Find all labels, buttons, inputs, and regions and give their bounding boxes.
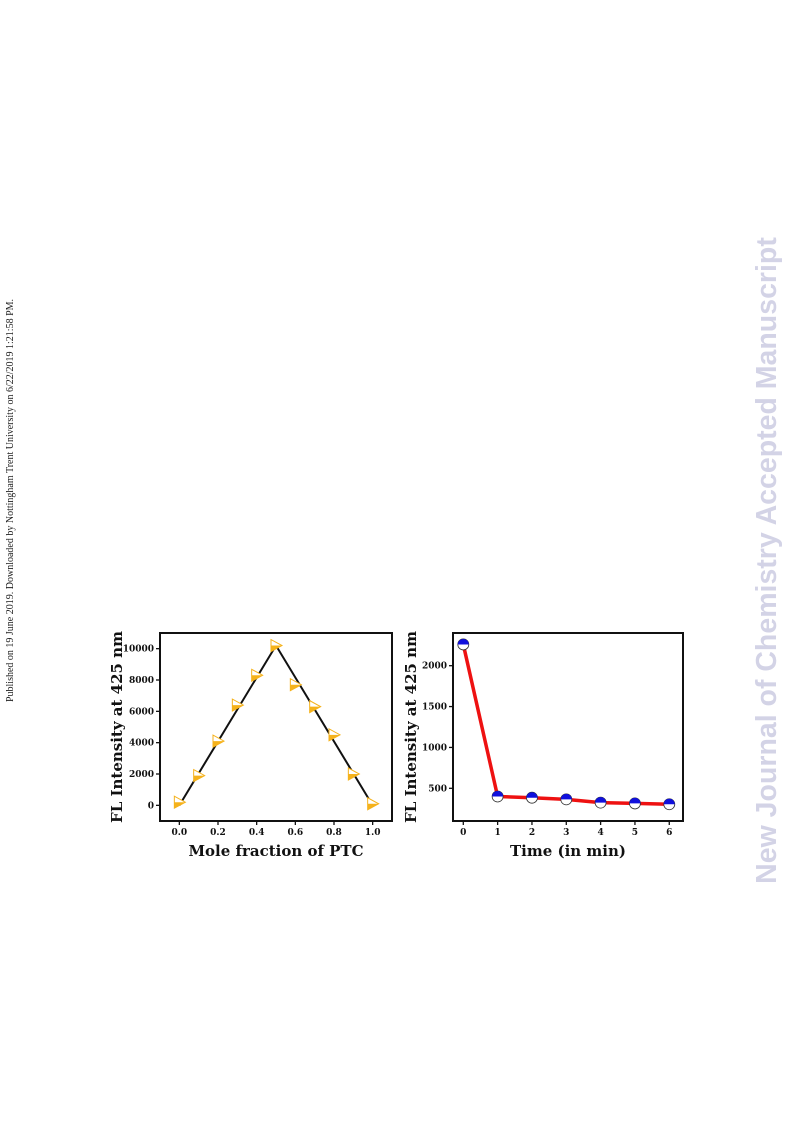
time-point-fill-0 bbox=[457, 638, 469, 645]
job-ytick-label-3: 6000 bbox=[129, 707, 154, 717]
time-point-fill-5 bbox=[629, 797, 641, 804]
journal-watermark: New Journal of Chemistry Accepted Manusc… bbox=[745, 195, 789, 925]
job-plot-svg: 0.0 0.2 0.4 0.6 0.8 1.0 0 2000 4000 6000 8000 10000… bbox=[108, 631, 393, 860]
journal-watermark-text: New Journal of Chemistry Accepted Manusc… bbox=[750, 236, 783, 884]
job-xtick-label-0: 0.0 bbox=[171, 828, 187, 838]
job-fit-line bbox=[178, 643, 374, 806]
job-ytick-label-1: 2000 bbox=[129, 770, 154, 780]
time-xtick-label-0: 0 bbox=[460, 828, 466, 838]
job-point-9 bbox=[347, 767, 361, 781]
job-point-fill-3 bbox=[232, 705, 244, 712]
job-point-0 bbox=[173, 795, 187, 810]
time-xtick-label-1: 1 bbox=[494, 828, 500, 838]
job-point-fill-0 bbox=[174, 802, 186, 809]
job-point-3 bbox=[231, 698, 245, 712]
time-point-fill-3 bbox=[560, 793, 572, 800]
time-xtick-label-4: 4 bbox=[597, 828, 603, 838]
time-point-1 bbox=[491, 790, 504, 803]
job-point-fill-1 bbox=[193, 775, 205, 782]
job-point-4 bbox=[251, 668, 264, 683]
job-ytick-label-5: 10000 bbox=[123, 645, 154, 655]
job-xtick-label-1: 0.2 bbox=[210, 828, 226, 838]
job-point-fill-8 bbox=[329, 734, 340, 741]
time-point-5 bbox=[629, 797, 641, 810]
time-ytick-label-3: 2000 bbox=[422, 662, 447, 672]
time-xtick-label-6: 6 bbox=[666, 828, 672, 838]
job-ytick-label-2: 4000 bbox=[129, 739, 154, 749]
time-point-2 bbox=[526, 791, 538, 804]
job-xtick-label-2: 0.4 bbox=[249, 828, 265, 838]
time-series-line bbox=[461, 644, 670, 806]
job-ytick-label-4: 8000 bbox=[129, 676, 154, 686]
job-xtick-label-3: 0.6 bbox=[287, 828, 303, 838]
job-point-1 bbox=[193, 768, 206, 783]
download-notice: Published on 19 June 2019. Downloaded by… bbox=[4, 280, 18, 720]
job-xlabel: Mole fraction of PTC bbox=[188, 842, 363, 860]
job-point-fill-4 bbox=[251, 675, 263, 682]
time-point-fill-1 bbox=[492, 790, 504, 797]
time-ylabel: FL Intensity at 425 nm bbox=[402, 631, 420, 823]
job-point-fill-5 bbox=[271, 645, 282, 652]
job-plot: 0.0 0.2 0.4 0.6 0.8 1.0 0 2000 4000 6000 8000 10000… bbox=[108, 631, 393, 860]
time-point-4 bbox=[594, 796, 607, 809]
job-ytick-label-0: 0 bbox=[148, 801, 154, 811]
job-point-fill-6 bbox=[290, 684, 302, 691]
job-point-6 bbox=[289, 677, 303, 692]
job-plot-chart: 0.0 0.2 0.4 0.6 0.8 1.0 0 2000 4000 6000 8000 10000… bbox=[100, 624, 400, 860]
job-point-fill-2 bbox=[213, 741, 224, 748]
job-frame bbox=[159, 632, 393, 822]
time-xtick-label-5: 5 bbox=[632, 828, 638, 838]
time-point-fill-4 bbox=[595, 797, 607, 803]
job-point-10 bbox=[367, 796, 380, 811]
job-point-fill-7 bbox=[309, 706, 321, 713]
time-point-3 bbox=[560, 793, 573, 806]
time-response-chart: 0 1 2 3 4 5 6 500 1000 1500 2000 Time (in min) FL In… bbox=[400, 624, 695, 860]
download-notice-text: Published on 19 June 2019. Downloaded by… bbox=[5, 298, 17, 702]
time-point-6 bbox=[663, 798, 676, 811]
job-point-8 bbox=[328, 727, 342, 742]
time-point-fill-6 bbox=[663, 798, 675, 805]
time-ytick-label-2: 1500 bbox=[422, 703, 447, 713]
time-frame bbox=[452, 632, 684, 822]
time-ytick-label-0: 500 bbox=[428, 784, 447, 794]
job-point-fill-10 bbox=[367, 803, 379, 810]
job-point-2 bbox=[212, 734, 226, 748]
job-point-7 bbox=[309, 699, 322, 714]
time-xtick-label-2: 2 bbox=[529, 828, 535, 838]
job-ylabel: FL Intensity at 425 nm bbox=[108, 631, 126, 823]
time-point-fill-2 bbox=[526, 792, 538, 798]
time-xtick-label-3: 3 bbox=[563, 828, 569, 838]
job-xtick-label-5: 1.0 bbox=[365, 828, 381, 838]
time-ytick-label-1: 1000 bbox=[422, 743, 447, 753]
time-response-svg: 0 1 2 3 4 5 6 500 1000 1500 2000 Time (in min) FL In… bbox=[402, 631, 684, 860]
job-point-5 bbox=[270, 638, 284, 653]
job-xtick-label-4: 0.8 bbox=[326, 828, 342, 838]
time-point-0 bbox=[457, 638, 470, 651]
time-xlabel: Time (in min) bbox=[510, 842, 626, 860]
time-plot: 0 1 2 3 4 5 6 500 1000 1500 2000 Time (in min) FL In… bbox=[402, 631, 684, 860]
job-point-fill-9 bbox=[348, 774, 360, 780]
